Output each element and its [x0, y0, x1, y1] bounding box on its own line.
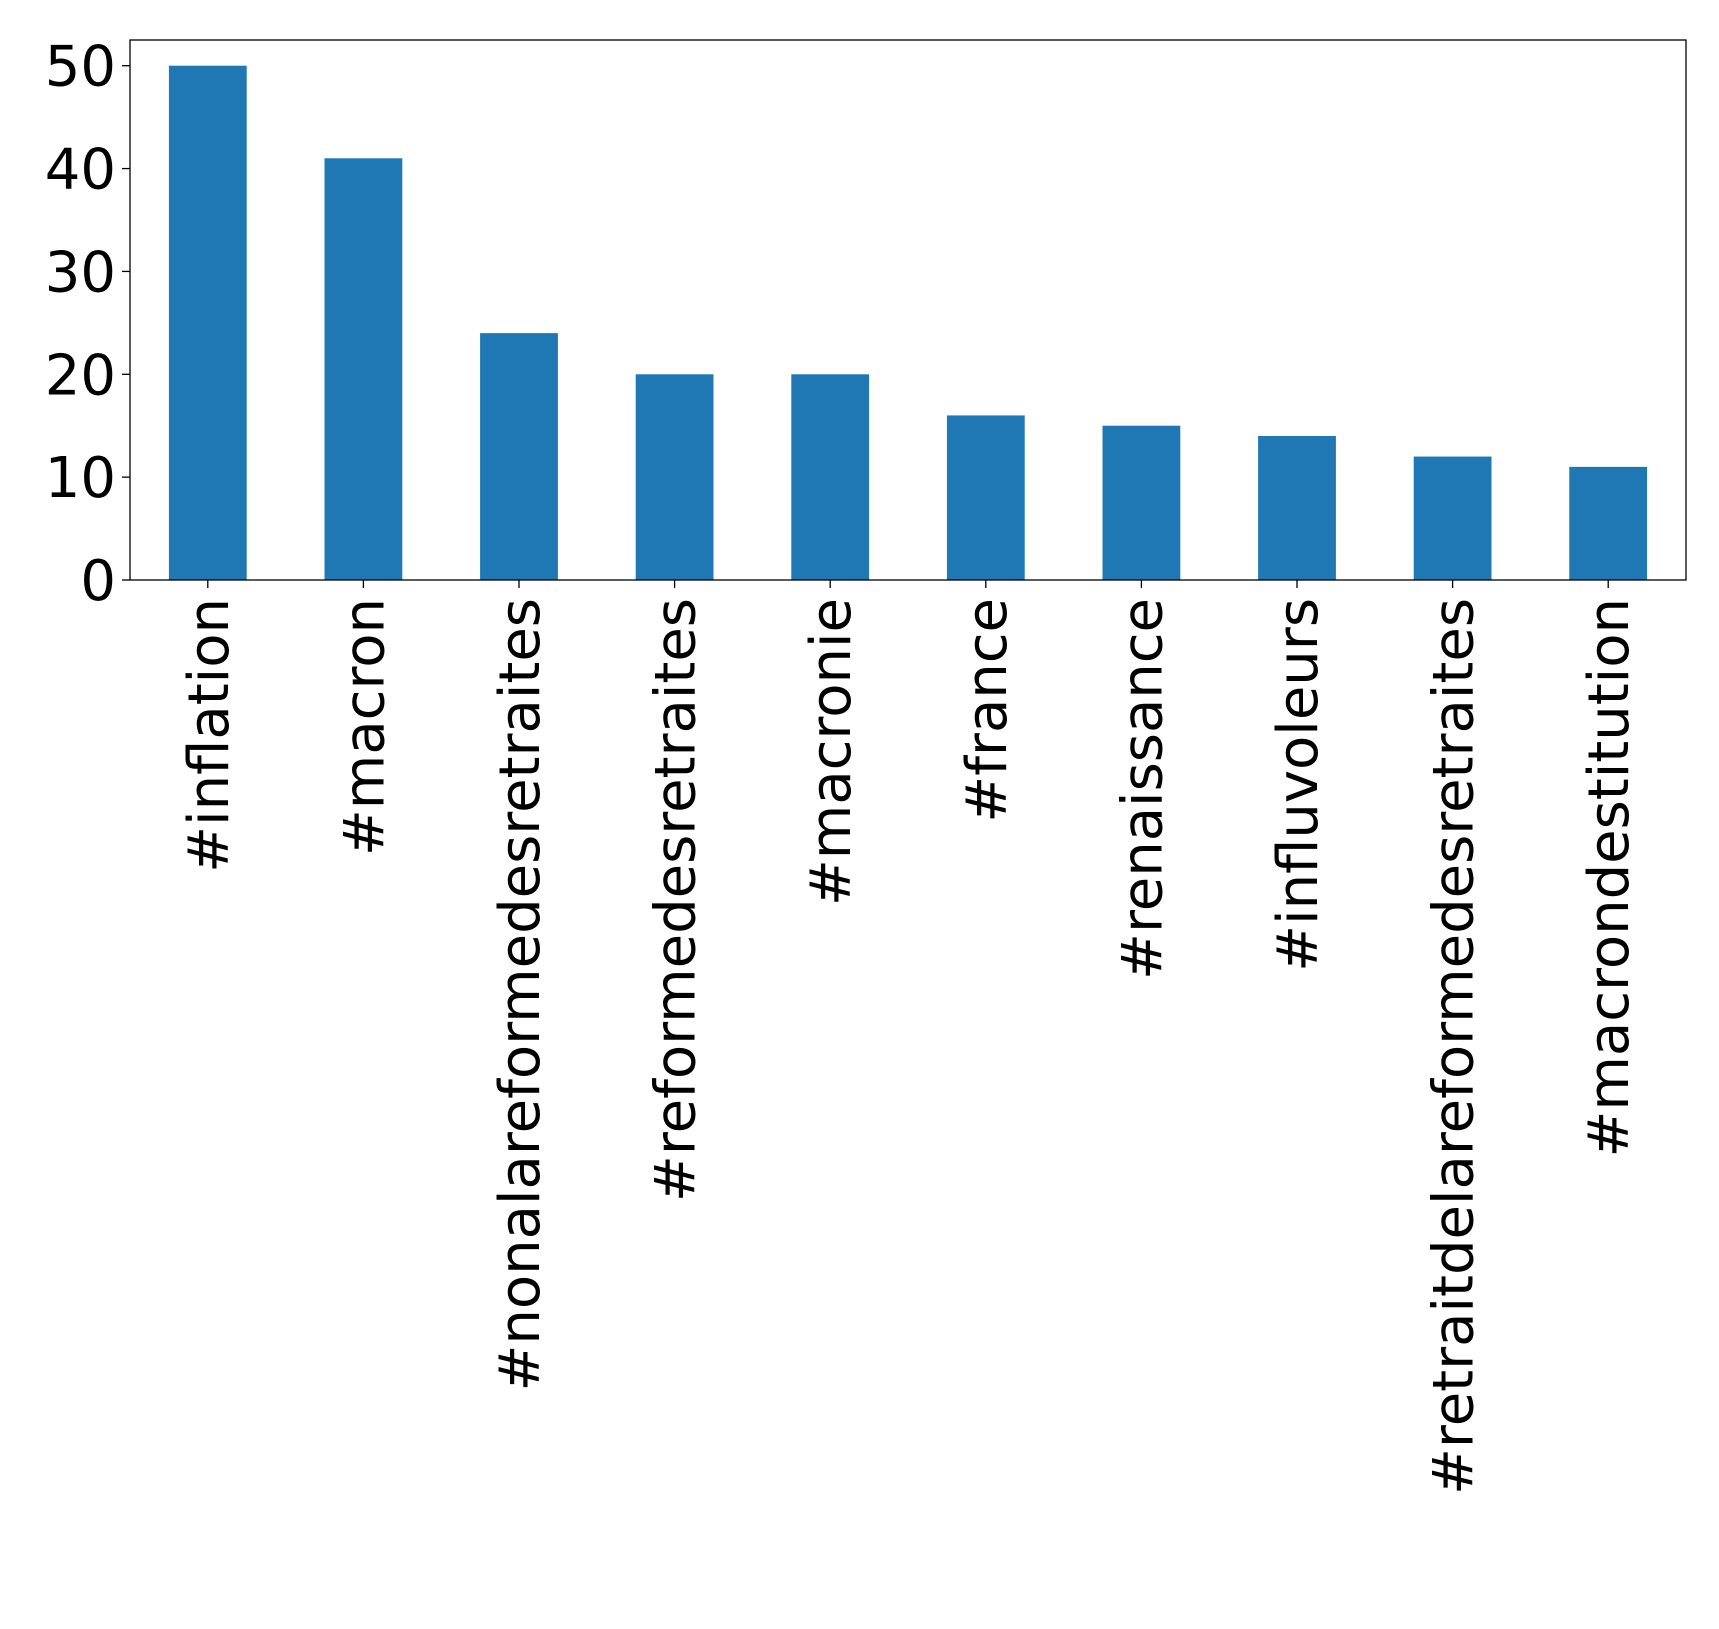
bar-reformedesretraites	[635, 374, 714, 580]
y-tick-label: 50	[45, 35, 116, 100]
x-tick-label: #inflation	[177, 598, 242, 873]
x-tick-label: #france	[955, 598, 1020, 823]
bar-retraitdelareformedesretraites	[1413, 456, 1492, 580]
bar-renaissance	[1102, 425, 1181, 580]
y-tick-label: 0	[80, 549, 116, 614]
x-tick-label: #macron	[332, 598, 397, 856]
x-axis: #inflation #macron #nonalareformedesretrai…	[177, 580, 1642, 1495]
plot-area-frame	[129, 39, 1687, 581]
y-tick-label: 30	[45, 240, 116, 305]
y-tick-label: 20	[45, 343, 116, 408]
x-tick-label: #macronie	[799, 598, 864, 906]
bar-nonalareformedesretraites	[480, 333, 558, 580]
bar-macronie	[791, 374, 870, 580]
bar-macron	[324, 158, 403, 581]
bar-macrondestitution	[1569, 466, 1648, 580]
x-tick-label: #macrondestitution	[1577, 598, 1642, 1158]
x-tick-label: #nonalareformedesretraites	[488, 598, 553, 1392]
y-axis: 0 10 20 30 40 50	[45, 35, 130, 614]
x-tick-label: #renaissance	[1110, 598, 1175, 980]
y-tick-label: 40	[45, 138, 116, 203]
x-tick-label: #retraitdelareformedesretraites	[1422, 598, 1487, 1495]
bar-inflation	[168, 65, 247, 580]
y-tick-label: 10	[45, 446, 116, 511]
bars-group	[168, 65, 1648, 581]
bar-france	[946, 415, 1025, 580]
x-tick-label: #reformedesretraites	[644, 598, 709, 1202]
bar-influvoleurs	[1258, 436, 1336, 580]
x-tick-label: #influvoleurs	[1266, 598, 1331, 972]
